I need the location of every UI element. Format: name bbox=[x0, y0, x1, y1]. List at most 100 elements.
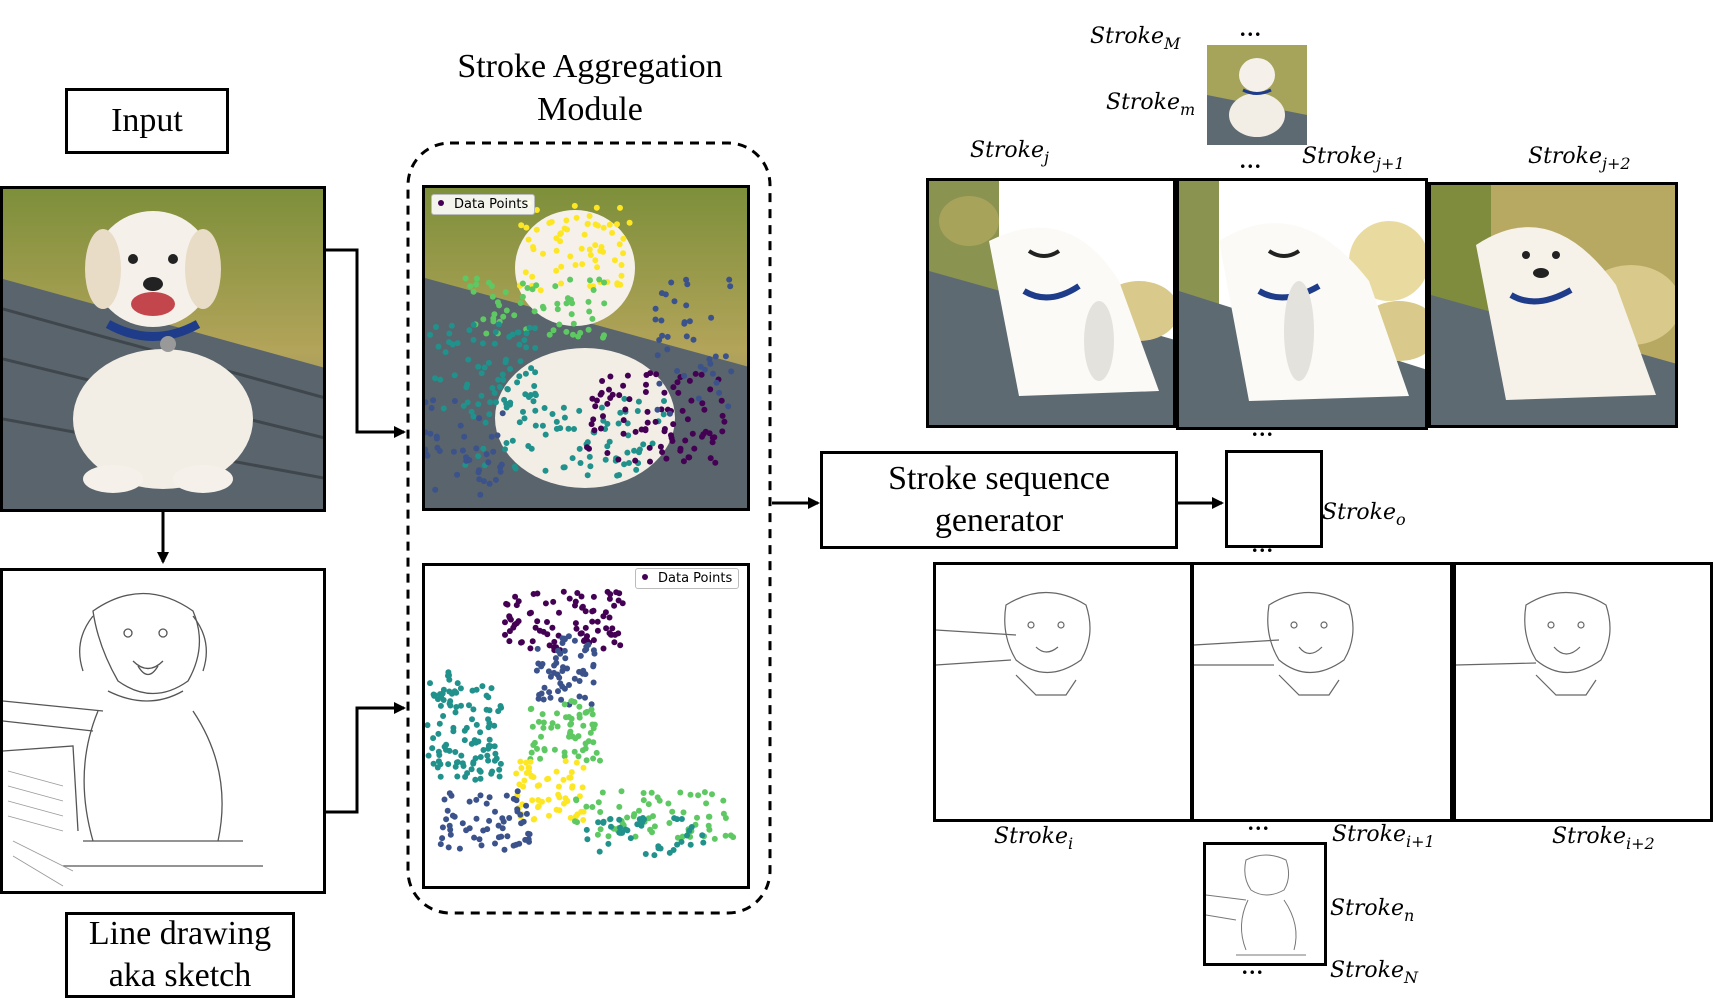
scatter-point bbox=[532, 369, 539, 376]
scatter-point bbox=[576, 678, 583, 684]
painted-stroke-j bbox=[926, 178, 1176, 428]
scatter-point bbox=[504, 386, 511, 392]
scatter-point bbox=[491, 311, 498, 318]
scatter-point bbox=[542, 431, 549, 438]
scatter-point bbox=[480, 316, 487, 323]
ellipsis: ... bbox=[1252, 416, 1275, 441]
scatter-point bbox=[600, 818, 607, 825]
scatter-point bbox=[480, 747, 487, 753]
scatter-point bbox=[574, 590, 581, 596]
scatter-point bbox=[482, 419, 489, 426]
scatter-point bbox=[440, 686, 447, 693]
sketch-stroke-i2 bbox=[1453, 562, 1713, 822]
scatter-point bbox=[499, 410, 506, 417]
scatter-point bbox=[477, 792, 484, 799]
scatter-points bbox=[425, 200, 735, 498]
scatter-point bbox=[530, 398, 537, 405]
scatter-point bbox=[681, 320, 688, 327]
scatter-point bbox=[614, 472, 621, 479]
scatter-point bbox=[527, 706, 534, 713]
scatter-point bbox=[606, 595, 613, 602]
scatter-point bbox=[425, 752, 432, 759]
scatter-point bbox=[563, 328, 570, 335]
scatter-point bbox=[495, 708, 502, 715]
scatter-point bbox=[617, 204, 623, 211]
scatter-point bbox=[701, 406, 708, 413]
scatter-point bbox=[425, 452, 431, 459]
scatter-point bbox=[674, 834, 681, 841]
scatter-point bbox=[666, 820, 673, 826]
sketch-scatter-legend: Data Points bbox=[635, 568, 740, 589]
scatter-point bbox=[694, 814, 700, 821]
scatter-point bbox=[443, 816, 450, 823]
scatter-point bbox=[688, 397, 695, 404]
scatter-point bbox=[486, 794, 493, 801]
scatter-point bbox=[670, 384, 677, 391]
scatter-point bbox=[586, 246, 593, 253]
scatter-point bbox=[587, 252, 594, 258]
scatter-point bbox=[473, 721, 480, 728]
scatter-point bbox=[472, 776, 479, 783]
scatter-point bbox=[607, 816, 614, 822]
scatter-point bbox=[709, 791, 715, 798]
photo-scatter-plot bbox=[425, 188, 747, 508]
scatter-point bbox=[706, 356, 713, 363]
scatter-point bbox=[571, 637, 578, 644]
scatter-point bbox=[463, 384, 470, 391]
scatter-point bbox=[553, 418, 560, 425]
scatter-point bbox=[534, 618, 541, 625]
scatter-point bbox=[680, 458, 687, 465]
scatter-point bbox=[553, 806, 560, 813]
scatter-point bbox=[651, 852, 658, 859]
scatter-point bbox=[560, 664, 566, 671]
scatter-point bbox=[547, 673, 554, 680]
scatter-point bbox=[600, 248, 607, 255]
scatter-point bbox=[532, 325, 538, 332]
scatter-point bbox=[459, 447, 466, 454]
scatter-point bbox=[593, 749, 600, 756]
scatter-point bbox=[581, 231, 588, 238]
scatter-point bbox=[473, 281, 480, 288]
scatter-point bbox=[495, 822, 502, 829]
scatter-point bbox=[470, 760, 477, 767]
scatter-point bbox=[568, 715, 575, 722]
scatter-point bbox=[558, 696, 565, 703]
scatter-point bbox=[549, 624, 556, 631]
scatter-point bbox=[488, 433, 495, 440]
mini-sketch-n-drawing bbox=[1206, 845, 1324, 963]
scatter-point bbox=[578, 593, 585, 600]
scatter-point bbox=[484, 752, 491, 759]
scatter-point bbox=[663, 455, 670, 462]
scatter-point bbox=[478, 370, 485, 377]
scatter-point bbox=[674, 379, 681, 386]
scatter-point bbox=[606, 221, 613, 228]
scatter-point bbox=[507, 616, 514, 623]
scatter-point bbox=[529, 286, 536, 293]
scatter-point bbox=[587, 463, 594, 470]
scatter-point bbox=[525, 236, 532, 243]
scatter-point bbox=[589, 711, 596, 718]
scatter-point bbox=[551, 662, 558, 669]
ellipsis: ... bbox=[1240, 16, 1263, 41]
scatter-point bbox=[467, 283, 474, 290]
scatter-point bbox=[451, 813, 458, 820]
scatter-point bbox=[680, 809, 687, 816]
scatter-point bbox=[466, 798, 473, 805]
scatter-point bbox=[560, 588, 567, 595]
scatter-point bbox=[534, 745, 540, 752]
scatter-point bbox=[580, 764, 587, 771]
painting-j bbox=[929, 181, 1173, 425]
scatter-point bbox=[530, 816, 537, 823]
scatter-point bbox=[435, 343, 442, 350]
scatter-point bbox=[518, 765, 525, 771]
scatter-point bbox=[437, 841, 444, 848]
scatter-point bbox=[622, 826, 629, 833]
scatter-point bbox=[506, 815, 513, 821]
scatter-point bbox=[626, 460, 632, 466]
scatter-point bbox=[582, 624, 589, 631]
scatter-point bbox=[636, 446, 643, 453]
scatter-point bbox=[561, 414, 568, 421]
sketch-label-box: Line drawing aka sketch bbox=[65, 912, 295, 998]
photo-scatter-legend: Data Points bbox=[431, 194, 536, 215]
